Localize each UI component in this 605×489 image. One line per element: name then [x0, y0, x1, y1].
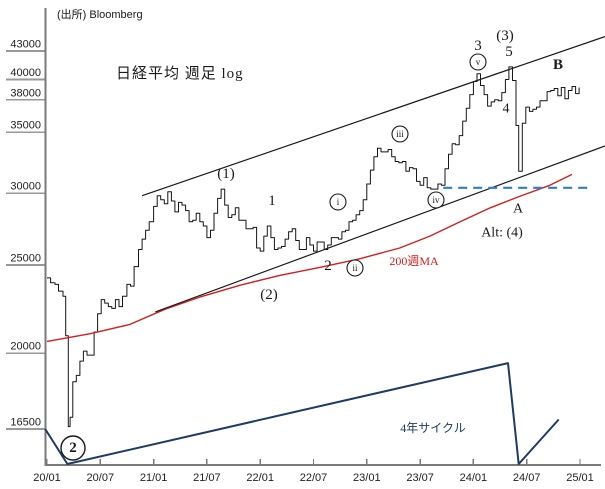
x-tick-label: 20/01: [33, 472, 61, 484]
subwave-label-ii-circle: [346, 259, 364, 277]
subwave-label-iv-circle: [427, 191, 445, 209]
y-tick-label: 30000: [10, 181, 41, 193]
y-tick-label: 35000: [10, 120, 41, 132]
wave-label-5: 5: [505, 44, 513, 60]
subwave-label-v: v: [476, 57, 481, 67]
x-tick-label: 21/07: [193, 472, 221, 484]
alt-wave-label-4: Alt: (4): [481, 226, 523, 241]
x-tick-label: 23/01: [353, 472, 381, 484]
subwave-label-ii: ii: [352, 263, 358, 273]
wave-label-2-paren: (2): [260, 287, 278, 303]
x-tick-label: 20/07: [87, 472, 115, 484]
trendline-upper: [141, 36, 605, 197]
subwave-label-iv: iv: [432, 195, 440, 205]
wave-label-3-paren: (3): [496, 28, 514, 44]
wave-label-a: A: [513, 202, 524, 217]
wave-label-4: 4: [503, 102, 510, 117]
x-tick-label: 22/01: [246, 472, 274, 484]
wave-label-1-paren: (1): [217, 166, 235, 182]
cycle-bottom-label-2: 2: [69, 440, 77, 456]
price-series: [47, 66, 580, 428]
source-label: (出所) Bloomberg: [57, 9, 143, 21]
cycle-line: [44, 362, 560, 465]
y-tick-label: 25000: [10, 253, 41, 265]
cycle-bottom-label-2-circle: [60, 435, 86, 461]
x-tick-label: 21/01: [140, 472, 168, 484]
y-tick-label: 16500: [10, 417, 41, 429]
wave-label-3: 3: [474, 38, 482, 54]
wave-label-b: B: [553, 57, 563, 73]
y-tick-label: 38000: [10, 87, 41, 99]
trendline-lower: [155, 145, 605, 313]
subwave-label-i-circle: [329, 193, 347, 211]
wave-label-1: 1: [268, 193, 276, 209]
y-tick-label: 43000: [10, 39, 41, 51]
subwave-label-v-circle: [469, 53, 487, 71]
subwave-label-iii-circle: [391, 125, 409, 143]
cycle-label: 4年サイクル: [400, 421, 465, 435]
chart-title: 日経平均 週足 log: [116, 66, 244, 82]
y-tick-label: 40000: [10, 67, 41, 79]
x-tick-label: 24/01: [460, 472, 488, 484]
x-tick-label: 23/07: [406, 472, 434, 484]
subwave-label-iii: iii: [396, 129, 404, 139]
y-tick-label: 20000: [10, 341, 41, 353]
ma200-line: [46, 173, 573, 343]
wave-label-2: 2: [324, 258, 332, 274]
ma200-label: 200週MA: [389, 254, 439, 268]
x-tick-label: 25/01: [566, 472, 594, 484]
x-tick-label: 22/07: [300, 472, 328, 484]
x-tick-label: 24/07: [513, 472, 541, 484]
subwave-label-i: i: [337, 197, 340, 207]
